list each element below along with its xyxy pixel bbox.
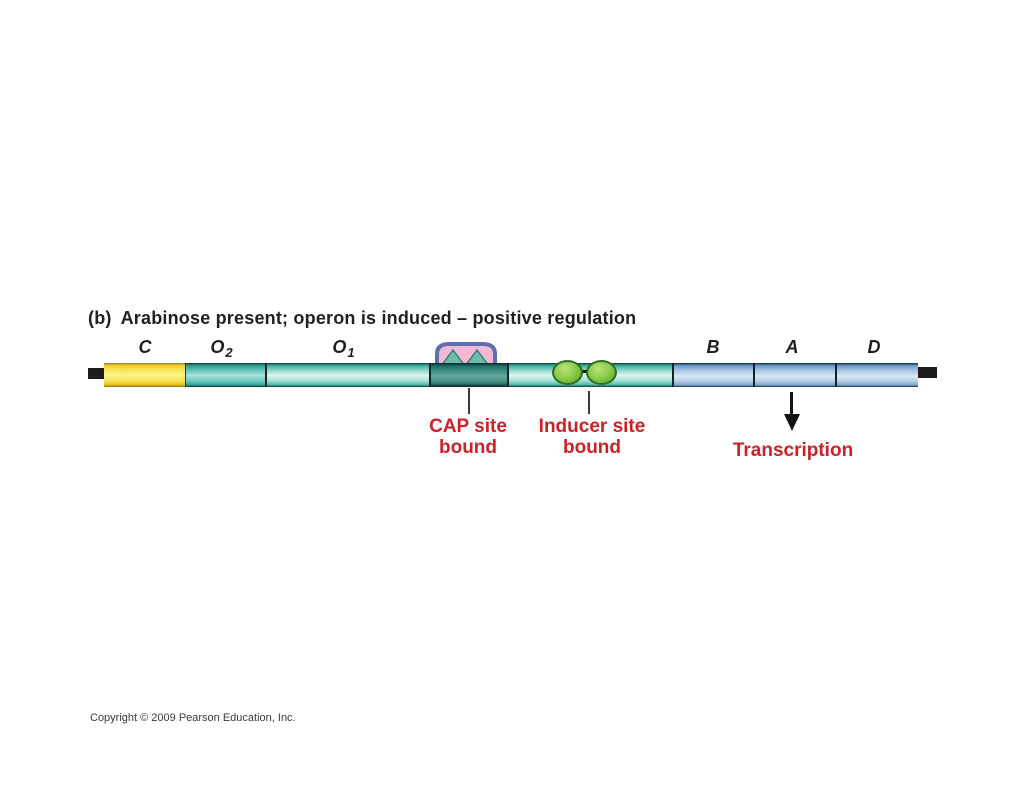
gene-label-base: A [785,337,799,357]
gene-label-sub: 1 [347,345,355,360]
gene-label-sub: 2 [225,345,233,360]
transcription-arrow-line [790,392,793,415]
gene-label-d: D [868,337,881,358]
transcription-arrow-head-icon [784,414,800,431]
cap-protein-icon [435,342,497,368]
gene-label-b: B [707,337,720,358]
segment-a-gene [753,363,835,387]
inducer-protein-icon-right [586,360,617,385]
panel-label: (b) [88,308,112,328]
segment-b-gene [672,363,753,387]
transcription-label: Transcription [732,440,854,461]
dna-end-cap-right [916,367,937,378]
title-text: Arabinose present; operon is induced – p… [120,308,637,328]
gene-label-base: D [867,337,881,357]
copyright-text: Copyright © 2009 Pearson Education, Inc. [90,712,296,724]
dna-bar [104,363,918,387]
gene-label-c: C [139,337,152,358]
inducer-site-bound-line2: bound [562,437,622,458]
gene-label-o1: O1 [332,337,355,360]
inducer-site-bound-label: Inducer site bound [539,416,646,458]
inducer-site-leader-line [588,391,590,414]
gene-label-base: O [210,337,225,357]
inducer-site-bound-line1: Inducer site [538,416,646,437]
dna-end-cap-left [88,368,106,379]
gene-label-base: O [332,337,347,357]
gene-label-o2: O2 [210,337,233,360]
gene-label-a: A [786,337,799,358]
segment-cap-site [429,363,507,387]
cap-site-bound-line1: CAP site [429,416,507,437]
segment-o1-operator [265,363,429,387]
segment-o2-operator [185,363,265,387]
gene-label-base: C [138,337,152,357]
cap-site-leader-line [468,388,470,414]
cap-site-bound-line2: bound [438,437,498,458]
segment-c-gene [104,363,185,387]
gene-label-base: B [706,337,720,357]
inducer-protein-icon-left [552,360,583,385]
cap-site-bound-label: CAP site bound [429,416,507,458]
segment-d-gene [835,363,918,387]
figure-title: (b) Arabinose present; operon is induced … [88,308,636,329]
